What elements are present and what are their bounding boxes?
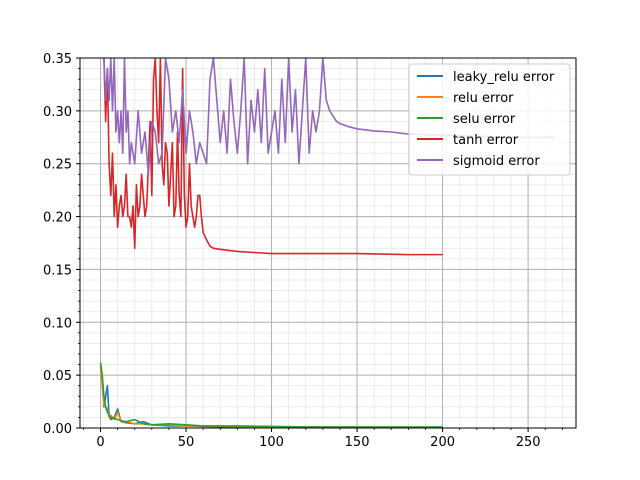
y-tick-label: 0.30 (43, 105, 72, 120)
y-tick-label: 0.35 (43, 52, 72, 67)
x-tick-label: 100 (259, 435, 284, 450)
y-tick-label: 0.05 (43, 369, 72, 384)
x-tick-label: 50 (178, 435, 195, 450)
x-tick-label: 0 (96, 435, 104, 450)
axis-ticks: 0 50 100 150 200 250 0.00 0.05 0.10 0.15 0.20 0.25 0… (43, 52, 563, 450)
legend-label: relu error (453, 91, 514, 106)
legend-label: sigmoid error (453, 154, 540, 169)
series-line-3 (103, 58, 443, 256)
y-tick-label: 0.25 (43, 158, 72, 173)
y-tick-label: 0.15 (43, 263, 72, 278)
y-tick-label: 0.20 (43, 211, 72, 226)
y-tick-label: 0.10 (43, 316, 72, 331)
legend-label: selu error (453, 112, 516, 127)
legend-label: tanh error (453, 133, 519, 148)
axes-frame (79, 57, 577, 429)
x-tick-label: 200 (430, 435, 455, 450)
x-tick-label: 150 (345, 435, 370, 450)
legend: leaky_relu error relu error selu error tanh… (408, 63, 571, 176)
series-line-4 (103, 58, 554, 176)
y-tick-label: 0.00 (43, 422, 72, 437)
legend-box (408, 63, 571, 176)
legend-label: leaky_relu error (453, 70, 555, 85)
series-line-2 (99, 362, 443, 428)
x-tick-label: 250 (516, 435, 541, 450)
plot-lines (99, 58, 554, 428)
